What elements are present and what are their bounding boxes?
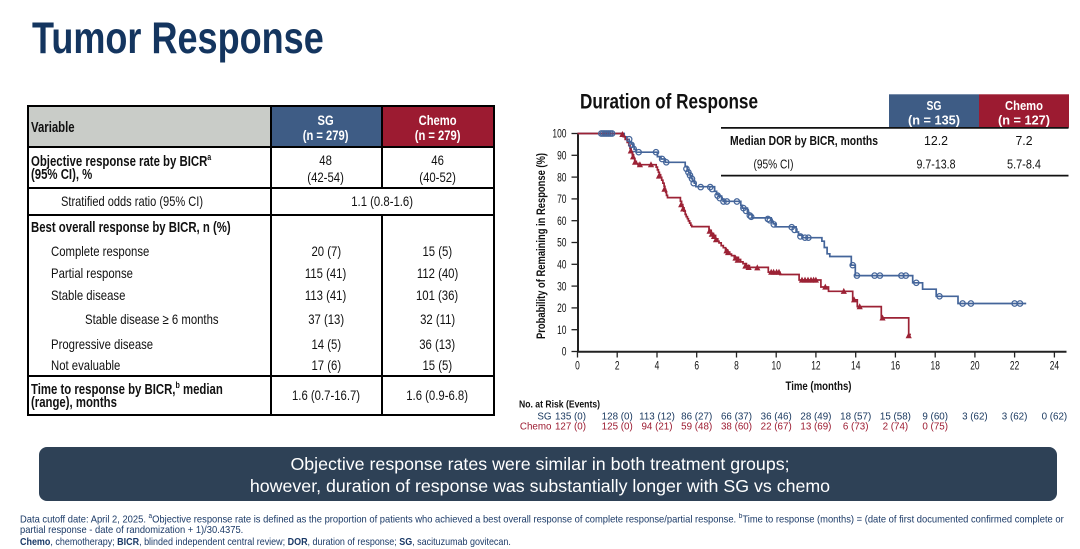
svg-text:125 (0): 125 (0) (602, 422, 633, 433)
svg-text:30: 30 (557, 279, 567, 293)
svg-text:135 (0): 135 (0) (555, 412, 586, 423)
svg-text:Median DOR by BICR, months: Median DOR by BICR, months (730, 133, 878, 148)
svg-text:3 (62): 3 (62) (962, 412, 988, 423)
svg-text:12: 12 (811, 358, 821, 372)
svg-text:18 (57): 18 (57) (840, 412, 871, 423)
svg-text:70: 70 (557, 192, 567, 206)
svg-text:59 (48): 59 (48) (681, 422, 712, 433)
svg-text:10: 10 (772, 358, 782, 372)
svg-text:Time (months): Time (months) (786, 379, 852, 393)
svg-text:24: 24 (1050, 358, 1060, 372)
svg-text:14: 14 (851, 358, 861, 372)
svg-text:28 (49): 28 (49) (800, 412, 831, 423)
svg-text:3 (62): 3 (62) (1002, 412, 1028, 423)
svg-text:60: 60 (557, 214, 567, 228)
svg-text:90: 90 (557, 149, 567, 163)
svg-text:6: 6 (694, 358, 699, 372)
svg-text:40: 40 (557, 258, 567, 272)
svg-text:4: 4 (655, 358, 660, 372)
svg-text:22: 22 (1010, 358, 1020, 372)
svg-text:9 (60): 9 (60) (922, 412, 948, 423)
svg-text:13 (69): 13 (69) (800, 422, 831, 433)
svg-text:16: 16 (891, 358, 901, 372)
svg-text:No. at Risk (Events): No. at Risk (Events) (519, 400, 600, 411)
svg-text:SG: SG (537, 412, 551, 423)
svg-text:127 (0): 127 (0) (555, 422, 586, 433)
svg-text:5.7-8.4: 5.7-8.4 (1007, 157, 1041, 172)
svg-text:2: 2 (615, 358, 620, 372)
svg-text:7.2: 7.2 (1016, 133, 1033, 148)
svg-text:Chemo: Chemo (1005, 99, 1043, 113)
svg-text:94 (21): 94 (21) (641, 422, 672, 433)
svg-text:8: 8 (734, 358, 739, 372)
svg-text:Duration of Response: Duration of Response (580, 90, 758, 114)
svg-text:SG: SG (927, 99, 942, 113)
svg-text:0: 0 (562, 345, 567, 359)
svg-text:12.2: 12.2 (924, 133, 948, 148)
svg-text:9.7-13.8: 9.7-13.8 (917, 157, 956, 172)
svg-text:0 (75): 0 (75) (922, 422, 948, 433)
svg-text:0: 0 (575, 358, 580, 372)
svg-text:2 (74): 2 (74) (883, 422, 909, 433)
svg-text:Probability of Remaining in Re: Probability of Remaining in Response (%) (534, 153, 548, 339)
svg-text:15 (58): 15 (58) (880, 412, 911, 423)
svg-text:113 (12): 113 (12) (639, 412, 675, 423)
svg-text:22 (67): 22 (67) (761, 422, 792, 433)
svg-text:0 (62): 0 (62) (1042, 412, 1068, 423)
svg-text:86 (27): 86 (27) (681, 412, 712, 423)
svg-text:10: 10 (557, 323, 567, 337)
svg-text:20: 20 (557, 301, 567, 315)
svg-text:128 (0): 128 (0) (602, 412, 633, 423)
svg-text:(n = 127): (n = 127) (998, 114, 1050, 128)
svg-text:36 (46): 36 (46) (761, 412, 792, 423)
svg-text:100: 100 (552, 127, 566, 141)
svg-text:Chemo: Chemo (520, 422, 552, 433)
svg-text:(95% CI): (95% CI) (754, 157, 794, 172)
svg-text:80: 80 (557, 170, 567, 184)
svg-text:38 (60): 38 (60) (721, 422, 752, 433)
svg-text:66 (37): 66 (37) (721, 412, 752, 423)
svg-text:6 (73): 6 (73) (843, 422, 869, 433)
svg-text:18: 18 (931, 358, 941, 372)
svg-text:(n = 135): (n = 135) (908, 114, 960, 128)
svg-text:20: 20 (970, 358, 980, 372)
svg-text:50: 50 (557, 236, 567, 250)
